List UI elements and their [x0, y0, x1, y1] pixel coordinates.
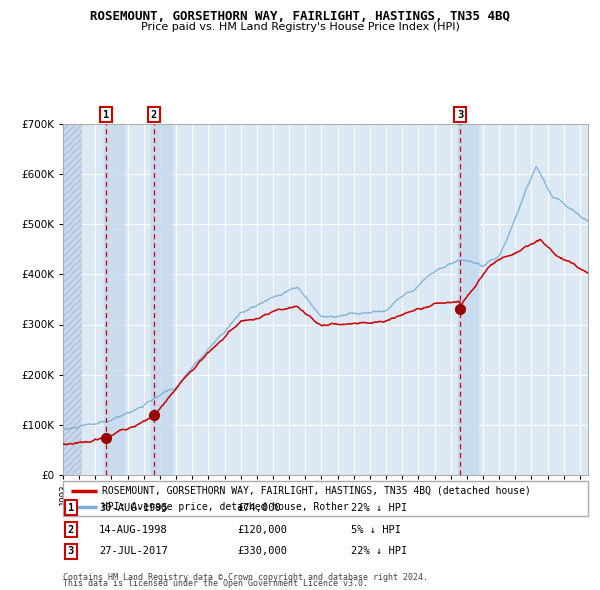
Bar — [63, 124, 82, 475]
Text: Contains HM Land Registry data © Crown copyright and database right 2024.: Contains HM Land Registry data © Crown c… — [63, 573, 428, 582]
Bar — [458, 124, 478, 475]
Text: Price paid vs. HM Land Registry's House Price Index (HPI): Price paid vs. HM Land Registry's House … — [140, 22, 460, 32]
Text: 30-AUG-1995: 30-AUG-1995 — [99, 503, 168, 513]
Text: This data is licensed under the Open Government Licence v3.0.: This data is licensed under the Open Gov… — [63, 579, 368, 588]
Text: £330,000: £330,000 — [237, 546, 287, 556]
Bar — [151, 124, 172, 475]
Text: 2: 2 — [151, 110, 157, 120]
Text: 22% ↓ HPI: 22% ↓ HPI — [351, 503, 407, 513]
Text: 5% ↓ HPI: 5% ↓ HPI — [351, 525, 401, 535]
Text: 14-AUG-1998: 14-AUG-1998 — [99, 525, 168, 535]
Text: £74,000: £74,000 — [237, 503, 281, 513]
Text: 1: 1 — [68, 503, 74, 513]
Text: 1: 1 — [103, 110, 109, 120]
Text: 2: 2 — [68, 525, 74, 535]
Text: HPI: Average price, detached house, Rother: HPI: Average price, detached house, Roth… — [103, 503, 349, 512]
Text: ROSEMOUNT, GORSETHORN WAY, FAIRLIGHT, HASTINGS, TN35 4BQ: ROSEMOUNT, GORSETHORN WAY, FAIRLIGHT, HA… — [90, 10, 510, 23]
Text: 3: 3 — [68, 546, 74, 556]
Text: £120,000: £120,000 — [237, 525, 287, 535]
Bar — [104, 124, 124, 475]
Text: ROSEMOUNT, GORSETHORN WAY, FAIRLIGHT, HASTINGS, TN35 4BQ (detached house): ROSEMOUNT, GORSETHORN WAY, FAIRLIGHT, HA… — [103, 486, 531, 496]
Text: 3: 3 — [457, 110, 463, 120]
Text: 27-JUL-2017: 27-JUL-2017 — [99, 546, 168, 556]
Text: 22% ↓ HPI: 22% ↓ HPI — [351, 546, 407, 556]
